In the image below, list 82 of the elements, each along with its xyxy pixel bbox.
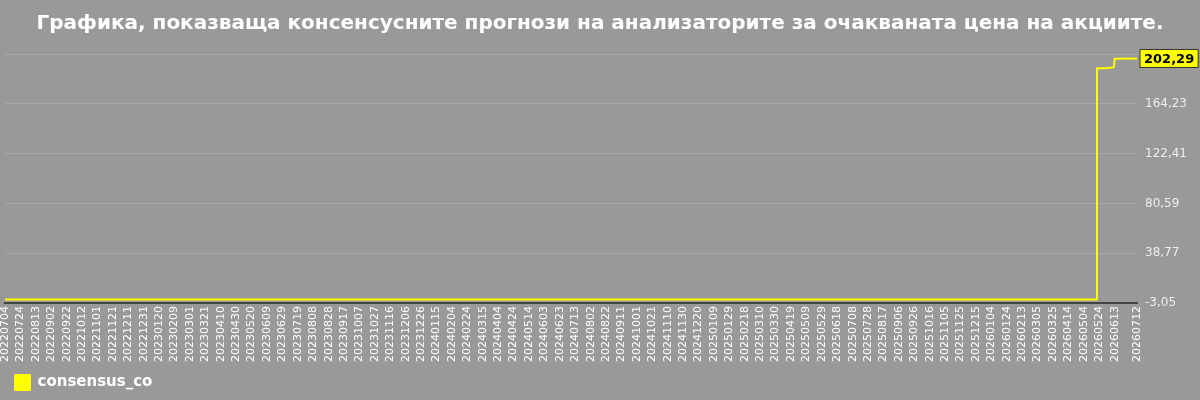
x-tick-label: 20250926 — [907, 306, 921, 363]
x-tick-label: 20250817 — [876, 306, 890, 363]
y-tick-label: 122,41 — [1145, 145, 1188, 160]
x-tick-label: 20250906 — [891, 306, 905, 363]
x-tick-label: 20231116 — [383, 306, 397, 363]
x-tick-label: 20250109 — [706, 306, 720, 363]
x-tick-label: 20221211 — [121, 306, 135, 363]
x-tick-label: 20260213 — [1015, 306, 1029, 363]
x-tick-label: 20220922 — [59, 306, 73, 363]
x-tick-label: 20240623 — [552, 306, 566, 363]
x-tick-label: 20231007 — [352, 306, 366, 363]
x-tick-label: 20240603 — [537, 306, 551, 363]
x-tick-label: 20230209 — [167, 306, 181, 363]
x-tick-label: 20240404 — [491, 306, 505, 363]
x-tick-label: 20250129 — [722, 306, 736, 363]
x-tick-label: 20230520 — [244, 306, 258, 363]
x-tick-label: 20220902 — [44, 306, 58, 363]
x-tick-label: 20260414 — [1061, 306, 1075, 363]
x-tick-label: 20260104 — [984, 306, 998, 363]
x-tick-label: 20250708 — [845, 306, 859, 363]
x-tick-label: 20221012 — [74, 306, 88, 363]
x-tick-label: 20240713 — [568, 306, 582, 363]
x-tick-label: 20230629 — [275, 306, 289, 363]
x-tick-label: 20251016 — [922, 306, 936, 363]
data-label: 202,29 — [1144, 50, 1195, 66]
y-tick-label: -3,05 — [1145, 295, 1177, 310]
x-tick-label: 20251215 — [968, 306, 982, 363]
x-tick-label: 20230917 — [336, 306, 350, 363]
x-tick-label: 20260325 — [1045, 306, 1059, 363]
y-tick-label: 164,23 — [1145, 95, 1188, 110]
x-tick-label: 20230430 — [229, 306, 243, 363]
x-tick-label: 20221231 — [136, 306, 150, 363]
x-tick-label: 20230808 — [306, 306, 320, 363]
x-tick-label: 20231226 — [413, 306, 427, 363]
x-tick-label: 20260712 — [1129, 306, 1143, 363]
x-tick-label: 20231206 — [398, 306, 412, 363]
x-tick-label: 20240424 — [506, 306, 520, 363]
x-tick-label: 20230410 — [213, 306, 227, 363]
x-tick-label: 20260124 — [999, 306, 1013, 363]
x-tick-label: 20230321 — [198, 306, 212, 363]
x-tick-label: 20250310 — [753, 306, 767, 363]
x-tick-label: 20220813 — [28, 306, 42, 363]
x-tick-label: 20251105 — [937, 306, 951, 363]
x-tick-label: 20221101 — [90, 306, 104, 363]
x-tick-label: 20241021 — [645, 306, 659, 363]
x-tick-label: 20240115 — [429, 306, 443, 363]
x-tick-label: 20260305 — [1030, 306, 1044, 363]
y-tick-label: 38,77 — [1145, 245, 1180, 260]
x-tick-label: 20241110 — [660, 306, 674, 363]
x-tick-label: 20250509 — [799, 306, 813, 363]
x-tick-label: 20250218 — [737, 306, 751, 363]
x-tick-label: 20230120 — [151, 306, 165, 363]
x-tick-label: 20250330 — [768, 306, 782, 363]
x-tick-label: 20230301 — [182, 306, 196, 363]
x-tick-label: 20240224 — [460, 306, 474, 363]
x-tick-label: 20240315 — [475, 306, 489, 363]
x-tick-label: 20241001 — [629, 306, 643, 363]
x-tick-label: 20250529 — [814, 306, 828, 363]
x-tick-label: 20241130 — [675, 306, 689, 363]
legend-label: consensus_co — [37, 372, 153, 391]
x-tick-label: 20220724 — [13, 306, 27, 363]
x-tick-label: 20230609 — [259, 306, 273, 363]
x-tick-label: 20230828 — [321, 306, 335, 363]
chart-title: Графика, показваща консенсусните прогнози на анализаторите за очакваната цена на акциите. — [36, 10, 1164, 35]
x-tick-label: 20230719 — [290, 306, 304, 363]
x-tick-label: 20240204 — [444, 306, 458, 363]
x-tick-label: 20231027 — [367, 306, 381, 363]
y-tick-label: 80,59 — [1145, 195, 1180, 210]
x-tick-label: 20240822 — [598, 306, 612, 363]
x-tick-label: 20241220 — [691, 306, 705, 363]
x-tick-label: 20251125 — [953, 306, 967, 363]
x-tick-label: 20250618 — [830, 306, 844, 363]
x-tick-label: 20250419 — [783, 306, 797, 363]
x-tick-label: 20260524 — [1092, 306, 1106, 363]
x-tick-label: 20250728 — [860, 306, 874, 363]
x-tick-label: 20260613 — [1107, 306, 1121, 363]
x-tick-label: 20240514 — [521, 306, 535, 363]
x-tick-label: 20221121 — [105, 306, 119, 363]
x-tick-label: 20260504 — [1076, 306, 1090, 363]
x-tick-label: 20220704 — [0, 306, 11, 363]
x-tick-label: 20240911 — [614, 306, 628, 363]
x-tick-label: 20240802 — [583, 306, 597, 363]
